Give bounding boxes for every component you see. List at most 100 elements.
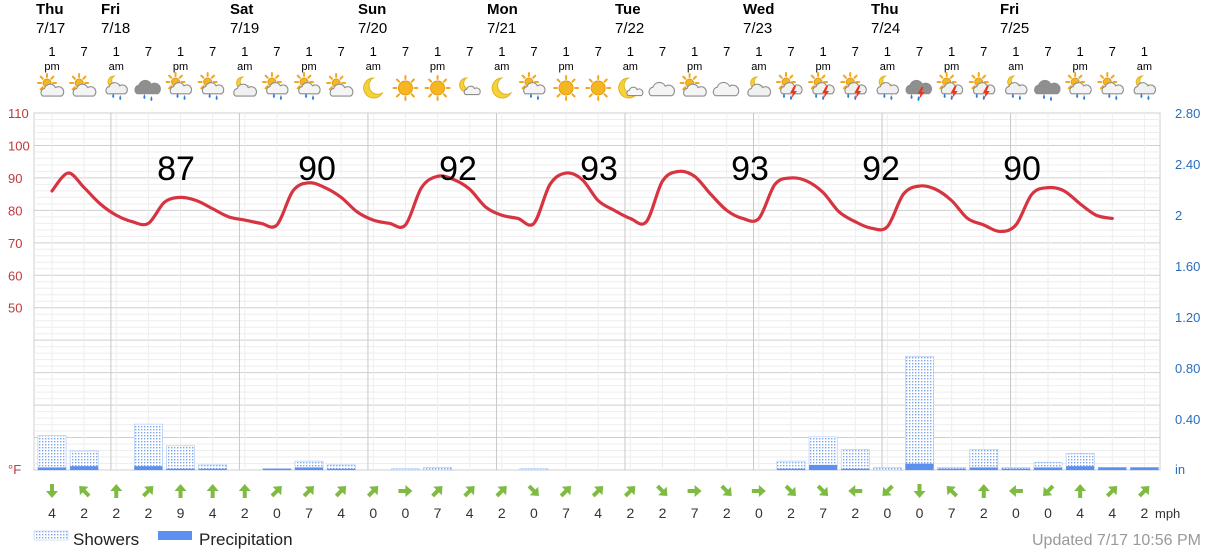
sun-shape — [392, 75, 419, 101]
day-name-label: Fri — [1000, 1, 1019, 18]
day-name-label: Mon — [487, 1, 518, 18]
wind-speed-label: 4 — [48, 505, 56, 521]
sun-ray — [842, 74, 848, 79]
right-axis-tick: 0.40 — [1175, 412, 1200, 427]
sun-ray — [821, 74, 826, 79]
day-date-label: 7/17 — [36, 20, 65, 37]
daily-high-label: 90 — [1003, 150, 1041, 188]
wind-arrow-shape — [720, 484, 732, 496]
sun-ray — [442, 93, 448, 98]
wind-speed-label: 7 — [434, 505, 442, 521]
wind-arrow-icon — [591, 486, 604, 498]
legend-precipitation-label: Precipitation — [199, 530, 293, 549]
rain-drop — [215, 95, 218, 100]
precipitation-bar — [776, 468, 806, 470]
wind-speed-label: 4 — [337, 505, 345, 521]
rain-drop — [312, 95, 315, 100]
wind-arrow-icon — [977, 484, 990, 498]
sun-ray — [339, 75, 344, 80]
sun-ray — [442, 78, 448, 83]
day-date-label: 7/24 — [871, 20, 900, 37]
wind-arrow-shape — [366, 486, 379, 498]
wind-speed-label: 2 — [144, 505, 152, 521]
rain-drop — [982, 95, 985, 100]
night-cloudy-icon — [747, 76, 772, 97]
rain-drop — [890, 95, 893, 100]
wind-arrow-shape — [46, 484, 58, 498]
ampm-label: pm — [815, 61, 830, 73]
wind-speed-label: 7 — [691, 505, 699, 521]
partly-cloudy-showers-icon — [1065, 72, 1092, 100]
ampm-label: am — [623, 61, 638, 73]
day-date-label: 7/25 — [1000, 20, 1029, 37]
sun-ray — [1078, 74, 1083, 79]
wind-arrow-icon — [1138, 486, 1150, 498]
sun-shape — [840, 72, 861, 92]
hour-label: 7 — [145, 44, 152, 59]
wind-arrow-shape — [302, 486, 314, 498]
wind-speed-label: 0 — [916, 505, 924, 521]
temperature-line-layer — [50, 169, 1114, 234]
sun-ray — [588, 78, 593, 83]
wind-arrow-icon — [302, 486, 314, 498]
rain-drop — [975, 93, 978, 98]
wind-arrow-icon — [623, 486, 636, 498]
sun-ray — [296, 74, 301, 79]
cloud-shape — [1034, 79, 1061, 95]
night-cloudy-showers-icon — [105, 75, 128, 100]
rain-drop — [782, 93, 785, 98]
partly-cloudy-day-icon — [37, 73, 65, 97]
rain-drop — [847, 93, 850, 98]
legend-precipitation-swatch — [158, 531, 192, 540]
sun-ray — [50, 75, 55, 80]
partly-cloudy-day-icon — [69, 73, 97, 97]
ampm-label: am — [237, 61, 252, 73]
wind-speed-label: 2 — [851, 505, 859, 521]
ampm-label: pm — [301, 61, 316, 73]
wind-speed-label: 0 — [1044, 505, 1052, 521]
wind-speed-label: 2 — [723, 505, 731, 521]
wind-arrow-shape — [591, 486, 604, 498]
sun-ray — [588, 93, 593, 98]
wind-arrow-shape — [816, 484, 829, 496]
day-name-label: Sun — [358, 1, 386, 18]
right-axis-tick: 2 — [1175, 208, 1182, 223]
wind-speed-label: 2 — [659, 505, 667, 521]
sun-ray — [71, 86, 76, 91]
sun-ray — [200, 85, 205, 90]
wind-arrow-shape — [687, 485, 702, 497]
showers-bar — [969, 449, 999, 471]
rain-drop — [1115, 95, 1118, 100]
wind-speed-label: 0 — [755, 505, 763, 521]
partly-cloudy-night-icon — [459, 77, 481, 96]
wind-arrow-icon — [79, 486, 91, 498]
sun-ray — [178, 74, 183, 79]
hour-label: 7 — [402, 44, 409, 59]
hour-label: 7 — [980, 44, 987, 59]
wind-speed-label: 0 — [1012, 505, 1020, 521]
wind-arrow-icon — [784, 484, 796, 496]
hour-label: 1 — [177, 44, 184, 59]
hour-label: 7 — [852, 44, 859, 59]
moon-shape — [363, 77, 384, 99]
precipitation-bar — [166, 468, 195, 470]
hour-label: 7 — [787, 44, 794, 59]
rain-drop — [279, 95, 282, 100]
thunderstorm-icon — [840, 72, 867, 100]
wind-arrow-icon — [751, 485, 766, 497]
cloud-shape — [523, 82, 546, 95]
rain-drop — [1018, 95, 1021, 100]
rain-drop — [910, 94, 913, 99]
wind-arrow-icon — [882, 484, 894, 496]
sun-ray — [521, 85, 526, 90]
wind-speed-label: 2 — [241, 505, 249, 521]
ampm-label: pm — [687, 61, 702, 73]
lightning-bolt — [854, 86, 862, 99]
precipitation-bar — [1001, 468, 1030, 470]
sun-ray — [39, 86, 44, 91]
moon-shape — [491, 77, 513, 99]
wind-arrow-shape — [882, 484, 894, 496]
heavy-thunderstorm-icon — [905, 79, 933, 101]
hour-label: 1 — [241, 44, 248, 59]
rain-drop — [529, 93, 532, 98]
